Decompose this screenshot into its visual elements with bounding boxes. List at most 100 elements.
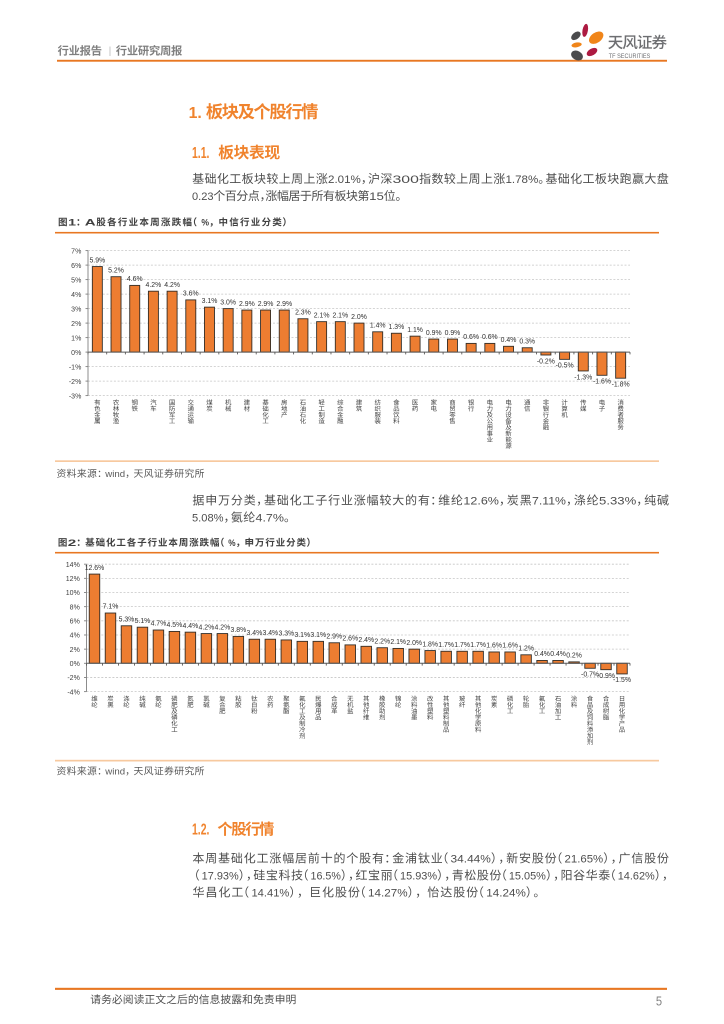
svg-text:4.2%: 4.2% — [146, 282, 162, 289]
svg-text:2.1%: 2.1% — [314, 312, 330, 319]
svg-text:4.7%: 4.7% — [256, 513, 285, 525]
svg-text:14.24%: 14.24% — [486, 888, 526, 900]
svg-text:14.27%: 14.27% — [368, 888, 408, 900]
svg-text:4.2%: 4.2% — [199, 624, 215, 631]
svg-text:4%: 4% — [70, 633, 80, 640]
svg-text:2.9%: 2.9% — [276, 301, 292, 308]
svg-text:%: % — [228, 538, 236, 548]
svg-text:-1.5%: -1.5% — [613, 677, 631, 684]
svg-text:-4%: -4% — [67, 689, 79, 696]
svg-text:0.4%: 0.4% — [501, 337, 517, 344]
svg-text:3.1%: 3.1% — [202, 298, 218, 305]
svg-text:%: % — [201, 217, 209, 227]
svg-text:-2%: -2% — [67, 675, 79, 682]
svg-text:1%: 1% — [71, 335, 81, 342]
svg-text:2.9%: 2.9% — [239, 301, 255, 308]
svg-text:2.6%: 2.6% — [342, 636, 358, 643]
svg-text:0.6%: 0.6% — [482, 334, 498, 341]
svg-text:2.1%: 2.1% — [332, 312, 348, 319]
svg-text:|: | — [109, 45, 112, 57]
svg-text:2.0%: 2.0% — [406, 640, 422, 647]
svg-text:15.05%: 15.05% — [509, 871, 546, 883]
svg-text:0.9%: 0.9% — [445, 330, 461, 337]
svg-text:1.1%: 1.1% — [407, 327, 423, 334]
svg-text:0.6%: 0.6% — [463, 334, 479, 341]
svg-text:5.1%: 5.1% — [135, 618, 151, 625]
svg-text:12.6%: 12.6% — [463, 496, 499, 508]
svg-text:-0.2%: -0.2% — [537, 358, 555, 365]
svg-text:5: 5 — [656, 993, 662, 1008]
svg-text:-0.9%: -0.9% — [597, 673, 615, 680]
svg-text:2%: 2% — [71, 321, 81, 328]
svg-text:-1.6%: -1.6% — [593, 379, 611, 386]
svg-text:3.4%: 3.4% — [246, 630, 262, 637]
svg-text:0.9%: 0.9% — [426, 330, 442, 337]
svg-text:3%: 3% — [71, 306, 81, 313]
svg-text:2.2%: 2.2% — [374, 638, 390, 645]
svg-text:2.3%: 2.3% — [295, 309, 311, 316]
svg-text:14.41%: 14.41% — [251, 888, 289, 900]
svg-text:12%: 12% — [66, 576, 80, 583]
svg-text:8%: 8% — [70, 604, 80, 611]
svg-text:0.4%: 0.4% — [534, 651, 550, 658]
svg-text:1.8%: 1.8% — [422, 641, 438, 648]
svg-text:0.2%: 0.2% — [566, 653, 582, 660]
svg-text:3.8%: 3.8% — [231, 627, 247, 634]
svg-text:wind: wind — [104, 767, 125, 777]
svg-text:1.78%: 1.78% — [505, 174, 538, 186]
svg-text:wind: wind — [104, 469, 125, 479]
svg-text:15: 15 — [369, 191, 384, 203]
svg-text:3.1%: 3.1% — [294, 632, 310, 639]
svg-text:2.01%: 2.01% — [328, 174, 361, 186]
svg-text:3.4%: 3.4% — [262, 630, 278, 637]
svg-text:15.93%: 15.93% — [400, 871, 437, 883]
svg-text:3.0%: 3.0% — [220, 299, 236, 306]
svg-text:1.6%: 1.6% — [502, 643, 518, 650]
svg-text:4.2%: 4.2% — [164, 282, 180, 289]
svg-text:3.3%: 3.3% — [278, 631, 294, 638]
svg-text:14%: 14% — [66, 562, 80, 569]
svg-text:14.62%: 14.62% — [618, 871, 655, 883]
svg-text:300: 300 — [393, 174, 419, 186]
svg-text:-3%: -3% — [69, 393, 81, 400]
svg-text:34.44%: 34.44% — [451, 854, 491, 866]
svg-text:2.4%: 2.4% — [358, 637, 374, 644]
svg-text:3.1%: 3.1% — [310, 632, 326, 639]
svg-text:5.33%: 5.33% — [599, 496, 636, 508]
svg-text:1.: 1. — [189, 105, 202, 122]
svg-text:5.3%: 5.3% — [119, 616, 135, 623]
svg-text:7.1%: 7.1% — [103, 604, 119, 611]
svg-text:1.6%: 1.6% — [486, 643, 502, 650]
svg-text:-1.3%: -1.3% — [574, 374, 592, 381]
svg-text:1.7%: 1.7% — [438, 642, 454, 649]
svg-text:0.4%: 0.4% — [550, 651, 566, 658]
svg-text:2.1%: 2.1% — [390, 639, 406, 646]
svg-text:2.9%: 2.9% — [326, 633, 342, 640]
svg-text:1.1.: 1.1. — [192, 145, 209, 162]
svg-text:1.2%: 1.2% — [518, 646, 534, 653]
svg-text:4.4%: 4.4% — [183, 623, 199, 630]
svg-text:1.2.: 1.2. — [192, 822, 209, 839]
svg-text:-0.5%: -0.5% — [556, 363, 574, 370]
svg-text:1.7%: 1.7% — [470, 642, 486, 649]
svg-text:-2%: -2% — [69, 379, 81, 386]
svg-text:7.11%: 7.11% — [532, 496, 566, 508]
svg-text:2.0%: 2.0% — [351, 314, 367, 321]
svg-text:4.6%: 4.6% — [127, 276, 143, 283]
svg-text:6%: 6% — [71, 263, 81, 270]
svg-text:0%: 0% — [71, 350, 81, 357]
svg-text:3.6%: 3.6% — [183, 291, 199, 298]
svg-text:5.08%: 5.08% — [192, 513, 224, 525]
svg-text:4.7%: 4.7% — [151, 621, 167, 628]
svg-text:5.9%: 5.9% — [89, 257, 105, 264]
svg-text:1.3%: 1.3% — [389, 324, 405, 331]
svg-text:-0.7%: -0.7% — [581, 672, 599, 679]
svg-text:1.7%: 1.7% — [454, 642, 470, 649]
svg-text:2%: 2% — [70, 647, 80, 654]
svg-text:1: 1 — [68, 217, 76, 227]
svg-text:4%: 4% — [71, 292, 81, 299]
svg-text:6%: 6% — [70, 619, 80, 626]
svg-text:21.65%: 21.65% — [565, 854, 604, 866]
svg-text:4.2%: 4.2% — [215, 624, 231, 631]
svg-text:A: A — [85, 217, 96, 227]
